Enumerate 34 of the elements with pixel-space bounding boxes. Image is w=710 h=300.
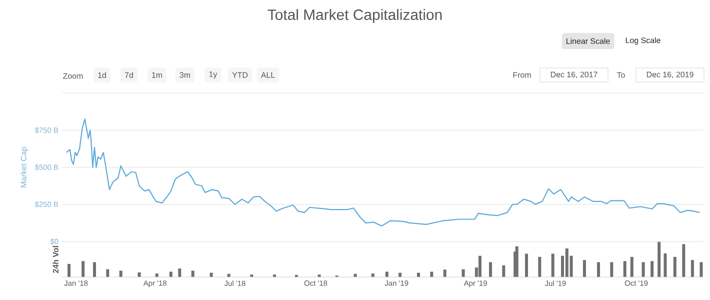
bar (443, 270, 446, 277)
bar (489, 262, 492, 277)
bar (462, 269, 465, 277)
bar (630, 256, 634, 277)
bar (525, 254, 528, 277)
bar (682, 244, 686, 277)
bar (610, 262, 614, 277)
bar (92, 262, 96, 277)
bar (515, 246, 518, 277)
bar (106, 269, 110, 277)
bar (178, 268, 182, 277)
bar (538, 256, 542, 277)
bar (650, 261, 654, 277)
bar (658, 242, 661, 277)
bar (664, 253, 667, 277)
bar (169, 272, 172, 277)
chart-title: Total Market Capitalization (268, 9, 442, 23)
bar (191, 270, 194, 277)
bar (642, 262, 645, 277)
bar (385, 272, 388, 277)
bar (700, 262, 703, 277)
bar (597, 262, 600, 277)
bar (68, 264, 71, 277)
bar (623, 261, 626, 277)
bar (502, 265, 506, 277)
bar (582, 260, 586, 277)
bar (430, 272, 434, 277)
line-series (66, 118, 700, 226)
bar (690, 260, 694, 277)
bar (119, 270, 122, 277)
bar (478, 256, 482, 277)
bar (673, 256, 676, 277)
bar (82, 261, 85, 277)
bar (551, 254, 554, 277)
